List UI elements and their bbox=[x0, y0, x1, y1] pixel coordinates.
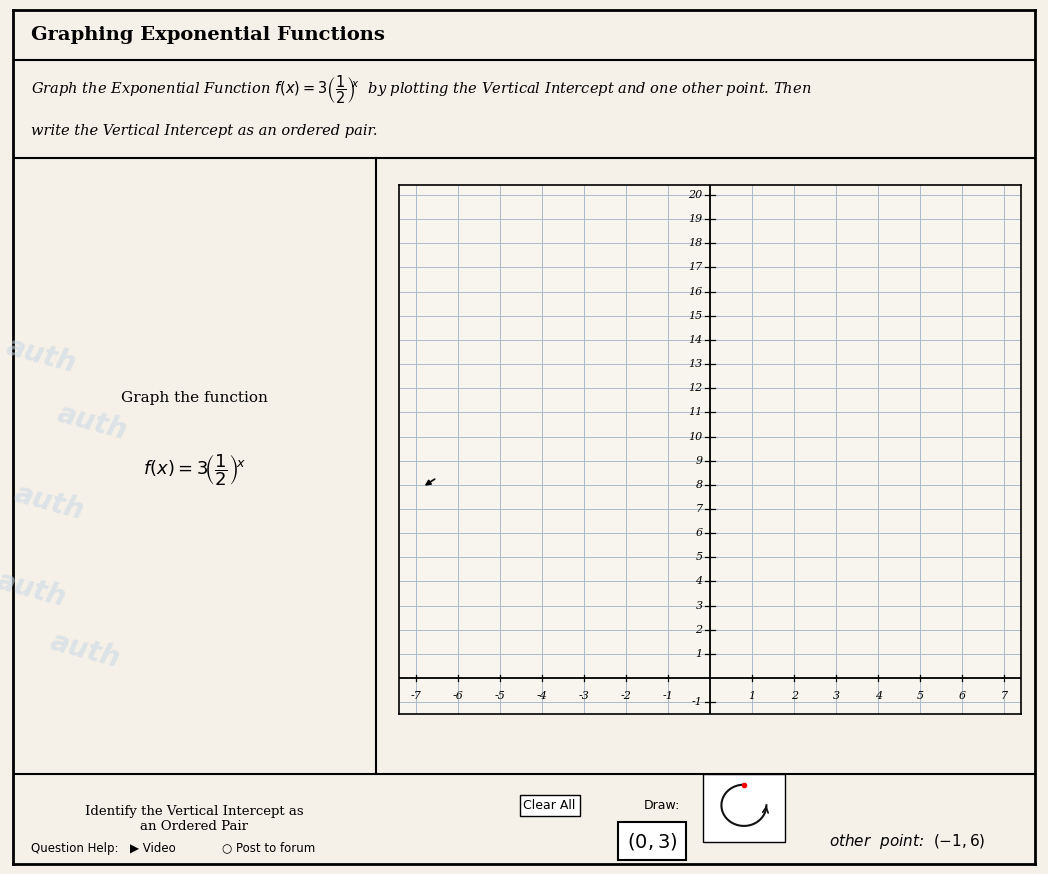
Text: $(0, 3)$: $(0, 3)$ bbox=[627, 830, 677, 851]
Text: 4: 4 bbox=[696, 577, 702, 586]
Text: other  point:  $(-1, 6)$: other point: $(-1, 6)$ bbox=[829, 832, 986, 850]
Text: 2: 2 bbox=[790, 691, 798, 701]
Text: Question Help:: Question Help: bbox=[31, 842, 118, 855]
Text: auth: auth bbox=[0, 566, 69, 612]
Text: auth: auth bbox=[47, 628, 124, 674]
Text: 10: 10 bbox=[689, 432, 702, 441]
Text: auth: auth bbox=[3, 332, 80, 378]
Text: 17: 17 bbox=[689, 262, 702, 273]
Text: 3: 3 bbox=[833, 691, 839, 701]
Text: 1: 1 bbox=[696, 649, 702, 659]
Text: 13: 13 bbox=[689, 359, 702, 369]
Text: 16: 16 bbox=[689, 287, 702, 296]
Text: Draw:: Draw: bbox=[643, 799, 680, 812]
Text: -1: -1 bbox=[662, 691, 674, 701]
Text: 6: 6 bbox=[959, 691, 966, 701]
Text: 14: 14 bbox=[689, 335, 702, 345]
Text: -7: -7 bbox=[411, 691, 421, 701]
Text: -5: -5 bbox=[495, 691, 505, 701]
FancyBboxPatch shape bbox=[703, 773, 785, 842]
Text: Graph the Exponential Function $f(x) = 3\left(\dfrac{1}{2}\right)^{\!\!x}$  by p: Graph the Exponential Function $f(x) = 3… bbox=[31, 73, 811, 106]
Text: auth: auth bbox=[866, 653, 942, 698]
Text: 7: 7 bbox=[1001, 691, 1008, 701]
Text: auth: auth bbox=[10, 480, 87, 526]
Text: 7: 7 bbox=[696, 504, 702, 514]
Text: -4: -4 bbox=[537, 691, 547, 701]
Text: 15: 15 bbox=[689, 311, 702, 321]
Text: 18: 18 bbox=[689, 239, 702, 248]
Text: 8: 8 bbox=[696, 480, 702, 489]
Text: write the Vertical Intercept as an ordered pair.: write the Vertical Intercept as an order… bbox=[31, 123, 377, 137]
Text: 5: 5 bbox=[917, 691, 924, 701]
Text: auth: auth bbox=[918, 517, 995, 563]
Text: 9: 9 bbox=[696, 455, 702, 466]
Text: 3: 3 bbox=[696, 600, 702, 611]
Text: -3: -3 bbox=[578, 691, 590, 701]
Text: -6: -6 bbox=[453, 691, 463, 701]
Text: auth: auth bbox=[832, 413, 909, 458]
Text: Graphing Exponential Functions: Graphing Exponential Functions bbox=[31, 26, 385, 45]
Text: ▶ Video: ▶ Video bbox=[130, 842, 176, 855]
Text: 6: 6 bbox=[696, 528, 702, 538]
Text: 12: 12 bbox=[689, 383, 702, 393]
Text: -1: -1 bbox=[692, 697, 702, 707]
Text: 19: 19 bbox=[689, 214, 702, 224]
Text: 20: 20 bbox=[689, 190, 702, 200]
Text: Clear All: Clear All bbox=[523, 799, 575, 812]
Text: auth: auth bbox=[746, 579, 823, 624]
Text: auth: auth bbox=[734, 308, 810, 353]
Text: 5: 5 bbox=[696, 552, 702, 562]
Text: 11: 11 bbox=[689, 407, 702, 418]
Text: $f(x) = 3\!\left(\dfrac{1}{2}\right)^{\!x}$: $f(x) = 3\!\left(\dfrac{1}{2}\right)^{\!… bbox=[143, 453, 245, 488]
Text: 1: 1 bbox=[748, 691, 756, 701]
Text: 2: 2 bbox=[696, 625, 702, 635]
Text: 4: 4 bbox=[875, 691, 881, 701]
Text: auth: auth bbox=[54, 400, 131, 446]
Text: ○ Post to forum: ○ Post to forum bbox=[222, 842, 315, 855]
Text: -2: -2 bbox=[620, 691, 632, 701]
Text: Graph the function: Graph the function bbox=[121, 391, 267, 405]
Text: Identify the Vertical Intercept as
an Ordered Pair: Identify the Vertical Intercept as an Or… bbox=[85, 805, 304, 833]
